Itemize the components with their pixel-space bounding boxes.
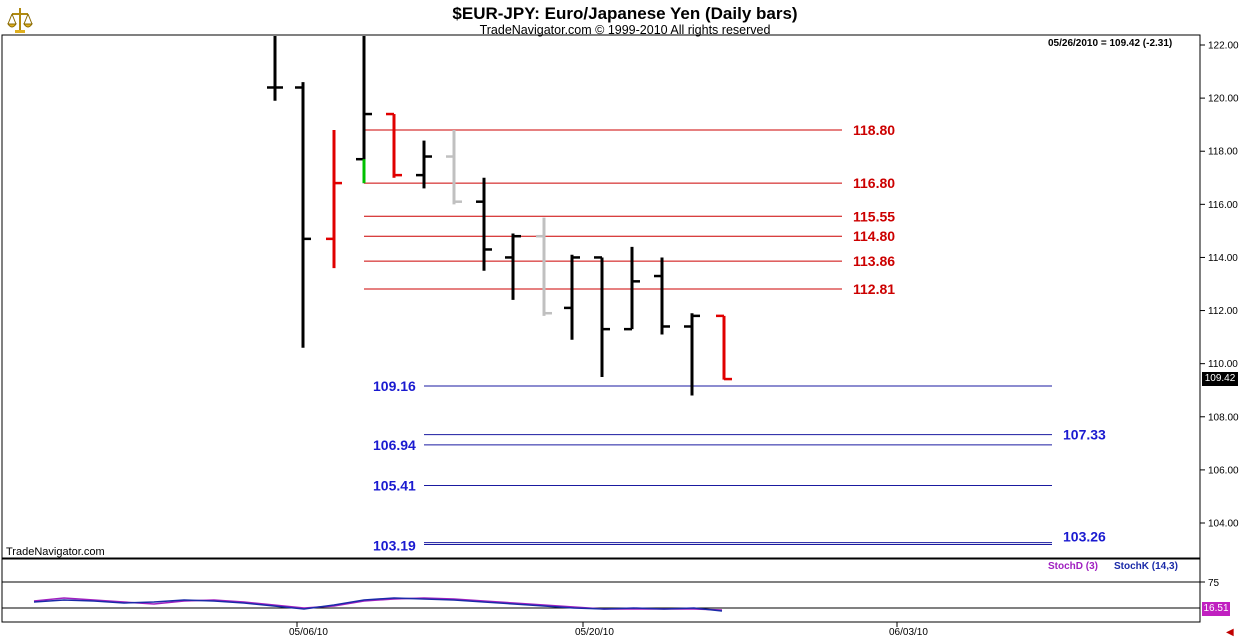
ohlc-bar — [536, 217, 552, 316]
chart-title: $EUR-JPY: Euro/Japanese Yen (Daily bars) — [452, 4, 798, 23]
resistance-label: 114.80 — [853, 228, 895, 244]
indicator-panel-frame — [1, 558, 1201, 623]
resistance-label: 116.80 — [853, 175, 895, 191]
price-panel-frame — [1, 34, 1201, 559]
ohlc-bar — [594, 256, 610, 377]
y-tick-label: 112.00 — [1208, 306, 1238, 317]
ohlc-bar — [416, 140, 432, 189]
quote-readout: 05/26/2010 = 109.42 (-2.31) — [1048, 38, 1173, 49]
support-label: 107.33 — [1063, 427, 1106, 443]
y-tick-label: 118.00 — [1208, 147, 1238, 158]
watermark-text: TradeNavigator.com — [6, 546, 105, 558]
y-tick-label: 120.00 — [1208, 94, 1239, 105]
copyright-subtitle: TradeNavigator.com © 1999-2010 All right… — [479, 23, 771, 37]
legend-stochk[interactable]: StochK (14,3) — [1114, 561, 1178, 572]
y-tick-label: 108.00 — [1208, 412, 1239, 423]
y-tick-label: 122.00 — [1208, 41, 1239, 52]
ohlc-bar — [295, 82, 311, 348]
y-tick-label: 116.00 — [1208, 200, 1238, 211]
x-tick-label: 06/03/10 — [889, 627, 928, 638]
ohlc-bar — [654, 257, 670, 335]
ohlc-bar — [684, 313, 700, 396]
support-label: 109.16 — [373, 378, 416, 394]
support-label: 105.41 — [373, 478, 416, 494]
ohlc-bar — [624, 246, 640, 331]
ohlc-bar — [386, 112, 402, 178]
tradenavigator-logo-icon — [4, 4, 36, 36]
legend-stochd[interactable]: StochD (3) — [1048, 561, 1098, 572]
support-label: 103.26 — [1063, 529, 1106, 545]
last-price-marker: 109.42 — [1202, 372, 1238, 386]
y-tick-label: 106.00 — [1208, 465, 1239, 476]
resistance-label: 118.80 — [853, 122, 895, 138]
ohlc-bar — [505, 233, 521, 300]
stoch-value-marker: 16.51 — [1202, 602, 1230, 616]
ohlc-bar — [476, 177, 492, 271]
stochk-line — [33, 597, 723, 612]
x-tick-label: 05/06/10 — [289, 627, 328, 638]
y-tick-label: 114.00 — [1208, 253, 1238, 264]
scroll-right-arrow-icon[interactable]: ◀ — [1226, 627, 1234, 638]
ohlc-bar — [716, 314, 732, 381]
ohlc-bar — [446, 129, 462, 205]
resistance-label: 113.86 — [853, 253, 895, 269]
ohlc-bar — [564, 254, 580, 340]
support-label: 106.94 — [373, 437, 416, 453]
x-tick-label: 05/20/10 — [575, 627, 614, 638]
ohlc-bar — [326, 129, 342, 269]
resistance-label: 112.81 — [853, 281, 895, 297]
resistance-label: 115.55 — [853, 208, 895, 224]
support-label: 103.19 — [373, 538, 416, 554]
y-tick-label: 104.00 — [1208, 519, 1239, 530]
ohlc-bar — [267, 36, 283, 101]
stoch-tick-label: 75 — [1208, 578, 1220, 589]
y-tick-label: 110.00 — [1208, 359, 1238, 370]
